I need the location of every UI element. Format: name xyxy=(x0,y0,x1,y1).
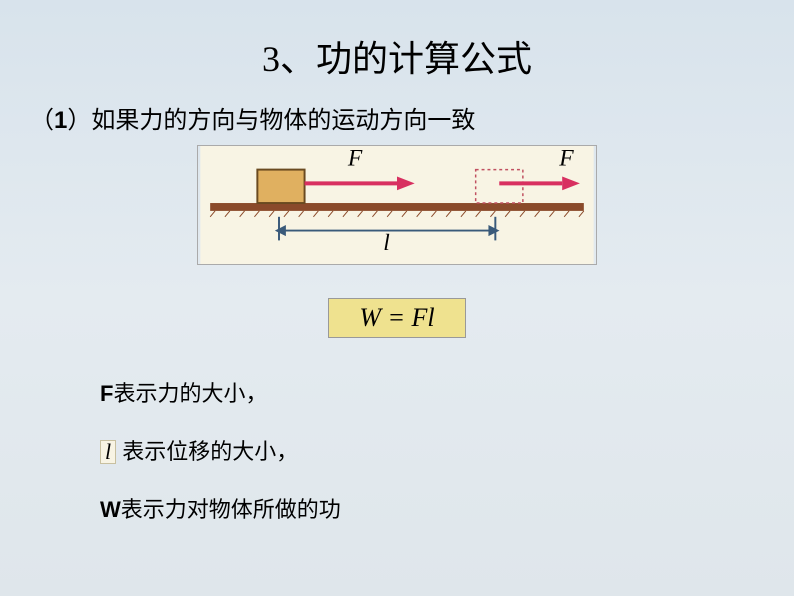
subtitle-prefix: （ xyxy=(30,107,54,134)
subtitle-num: 1 xyxy=(54,107,67,134)
subtitle-suffix: ）如果力的方向与物体的运动方向一致 xyxy=(67,107,475,134)
definitions: F表示力的大小， l 表示位移的大小， W表示力对物体所做的功 xyxy=(100,376,794,524)
sym-w: W xyxy=(100,497,121,522)
page-title: 3、功的计算公式 xyxy=(0,0,794,82)
formula-container: W = Fl xyxy=(0,298,794,338)
force-label-1: F xyxy=(347,146,363,172)
def-f: F表示力的大小， xyxy=(100,376,794,408)
ground xyxy=(210,203,584,211)
text-w: 表示力对物体所做的功 xyxy=(121,497,341,522)
formula-box: W = Fl xyxy=(328,298,465,338)
force-label-2: F xyxy=(558,146,574,172)
dimension-label: l xyxy=(383,230,390,256)
text-l: 表示位移的大小， xyxy=(116,439,298,464)
def-l: l 表示位移的大小， xyxy=(100,434,794,466)
sym-l: l xyxy=(100,440,116,464)
sym-f: F xyxy=(100,381,113,406)
case-subtitle: （1）如果力的方向与物体的运动方向一致 xyxy=(30,100,794,135)
diagram-container: F F l xyxy=(0,145,794,270)
block-solid xyxy=(257,170,304,203)
text-f: 表示力的大小， xyxy=(113,381,267,406)
def-w: W表示力对物体所做的功 xyxy=(100,492,794,524)
force-diagram: F F l xyxy=(197,145,597,265)
